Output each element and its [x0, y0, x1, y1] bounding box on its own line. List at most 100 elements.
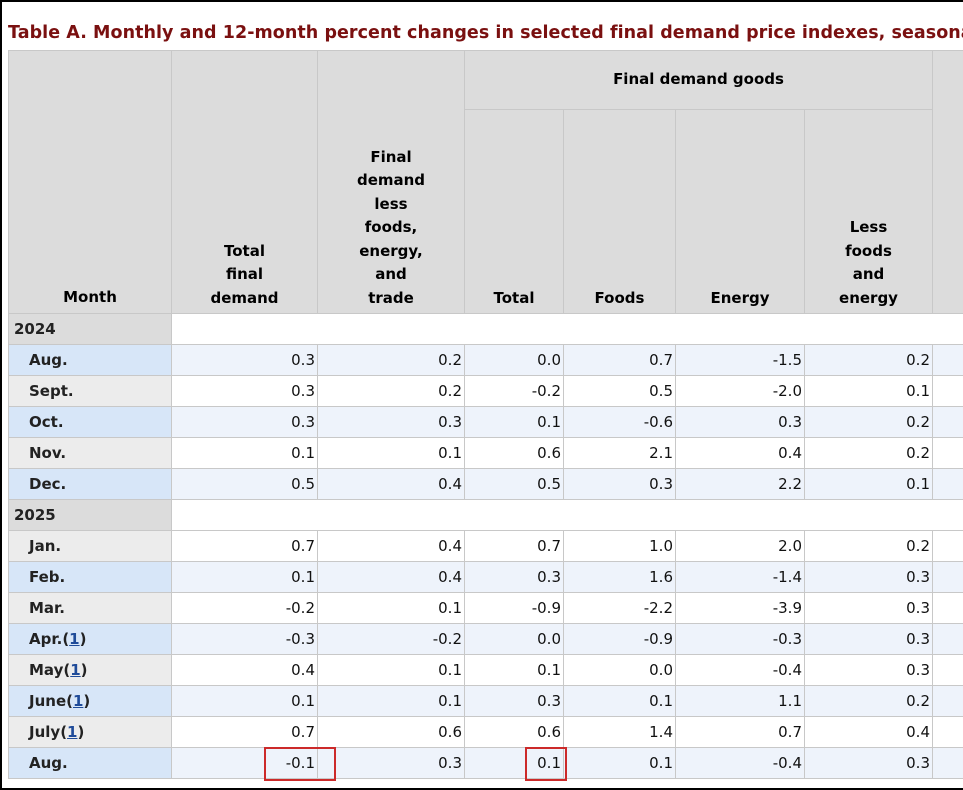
- value-cell-foods: 0.5: [563, 375, 676, 407]
- value-cell-energy: 2.0: [675, 530, 805, 562]
- month-label: Mar.: [29, 599, 66, 617]
- footnote-link[interactable]: 1: [72, 692, 84, 710]
- overflow-cell: [932, 716, 963, 748]
- table-row: May(1) 0.4 0.1 0.1 0.0 -0.4 0.3: [8, 654, 963, 686]
- value-cell-tfd: -0.1: [171, 747, 336, 781]
- value-cell-energy: 0.7: [675, 716, 805, 748]
- overflow-cell: [932, 747, 963, 779]
- header-final-demand-less: Final demand less foods, energy, and tra…: [317, 50, 465, 314]
- value-cell-total: 0.5: [464, 468, 564, 500]
- value-cell-fdl: 0.2: [317, 344, 465, 376]
- overflow-cell: [932, 685, 963, 717]
- value-cell-total: 0.6: [464, 716, 564, 748]
- highlighted-value: 0.1: [537, 754, 561, 772]
- value-cell-tfd: 0.7: [171, 716, 318, 748]
- note-paren: ): [79, 630, 87, 648]
- month-label: Apr.: [29, 630, 63, 648]
- value-cell-tfd: 0.5: [171, 468, 318, 500]
- table-row: Aug. 0.3 0.2 0.0 0.7 -1.5 0.2: [8, 344, 963, 376]
- value-cell-tfd: 0.3: [171, 375, 318, 407]
- value-cell-tfd: 0.1: [171, 437, 318, 469]
- month-label: Aug.: [29, 754, 68, 772]
- header-goods-less-foods-energy: Less foods and energy: [804, 109, 933, 314]
- value-cell-tfd: 0.7: [171, 530, 318, 562]
- value-cell-tfd: 0.4: [171, 654, 318, 686]
- month-cell: Feb.: [8, 561, 172, 593]
- value-cell-fdl: 0.1: [317, 592, 465, 624]
- note-paren: ): [80, 661, 88, 679]
- footnote-link[interactable]: 1: [70, 661, 81, 679]
- value-cell-energy: 0.4: [675, 437, 805, 469]
- overflow-cell: [932, 406, 963, 438]
- table-row: Jan. 0.7 0.4 0.7 1.0 2.0 0.2: [8, 530, 963, 562]
- value-cell-fdl: 0.1: [317, 685, 465, 717]
- value-cell-less: 0.2: [804, 406, 933, 438]
- table-row: Apr.(1) -0.3 -0.2 0.0 -0.9 -0.3 0.3: [8, 623, 963, 655]
- footnote-link[interactable]: 1: [69, 630, 80, 648]
- value-cell-fdl: 0.4: [317, 561, 465, 593]
- value-cell-total: 0.1: [464, 747, 567, 781]
- value-cell-foods: 0.1: [563, 685, 676, 717]
- value-cell-fdl: 0.1: [317, 437, 465, 469]
- value-cell-total: 0.0: [464, 623, 564, 655]
- value-cell-foods: -0.9: [563, 623, 676, 655]
- value-cell-foods: 0.0: [563, 654, 676, 686]
- value-cell-energy: 2.2: [675, 468, 805, 500]
- value-cell-total: 0.1: [464, 406, 564, 438]
- value-cell-energy: -0.4: [675, 654, 805, 686]
- value-cell-fdl: 0.1: [317, 654, 465, 686]
- header-final-demand-goods: Final demand goods: [464, 50, 933, 110]
- header-overflow-column: [932, 50, 963, 314]
- value-cell-foods: -2.2: [563, 592, 676, 624]
- note-paren: ): [83, 692, 91, 710]
- value-cell-fdl: -0.2: [317, 623, 465, 655]
- month-label: Nov.: [29, 444, 67, 462]
- table-row: Oct. 0.3 0.3 0.1 -0.6 0.3 0.2: [8, 406, 963, 438]
- value-cell-tfd: -0.3: [171, 623, 318, 655]
- month-cell: Apr.(1): [8, 623, 172, 655]
- value-cell-foods: 1.0: [563, 530, 676, 562]
- month-label: Feb.: [29, 568, 66, 586]
- value-cell-total: 0.7: [464, 530, 564, 562]
- month-cell: Jan.: [8, 530, 172, 562]
- price-index-table: Month Total final demand Final demand le…: [8, 50, 963, 781]
- overflow-cell: [932, 530, 963, 562]
- header-total-final-demand: Total final demand: [171, 50, 318, 314]
- value-cell-energy: -0.4: [675, 747, 805, 779]
- month-label: Dec.: [29, 475, 67, 493]
- note-paren: ): [77, 723, 85, 741]
- value-cell-less: 0.3: [804, 592, 933, 624]
- year-row: 2024: [8, 313, 963, 345]
- value-cell-fdl: 0.2: [317, 375, 465, 407]
- value-cell-total: 0.3: [464, 685, 564, 717]
- value-cell-energy: -3.9: [675, 592, 805, 624]
- footnote-link[interactable]: 1: [67, 723, 78, 741]
- value-cell-foods: -0.6: [563, 406, 676, 438]
- overflow-cell: [932, 344, 963, 376]
- month-label: Aug.: [29, 351, 68, 369]
- value-cell-less: 0.2: [804, 437, 933, 469]
- overflow-cell: [932, 592, 963, 624]
- year-row-blank: [171, 499, 963, 531]
- value-cell-total: 0.3: [464, 561, 564, 593]
- note-paren: (: [63, 661, 71, 679]
- note-paren: (: [62, 630, 70, 648]
- month-label: Sept.: [29, 382, 74, 400]
- overflow-cell: [932, 654, 963, 686]
- year-label: 2024: [8, 313, 172, 345]
- month-cell: Nov.: [8, 437, 172, 469]
- month-cell: June(1): [8, 685, 172, 717]
- value-cell-total: -0.9: [464, 592, 564, 624]
- value-cell-energy: -1.5: [675, 344, 805, 376]
- value-cell-less: 0.3: [804, 654, 933, 686]
- month-label: July: [29, 723, 61, 741]
- month-cell: Mar.: [8, 592, 172, 624]
- overflow-cell: [932, 468, 963, 500]
- value-cell-tfd: 0.3: [171, 406, 318, 438]
- value-cell-fdl: 0.3: [317, 406, 465, 438]
- value-cell-less: 0.2: [804, 344, 933, 376]
- value-cell-foods: 1.4: [563, 716, 676, 748]
- overflow-cell: [932, 437, 963, 469]
- value-cell-fdl: 0.4: [317, 468, 465, 500]
